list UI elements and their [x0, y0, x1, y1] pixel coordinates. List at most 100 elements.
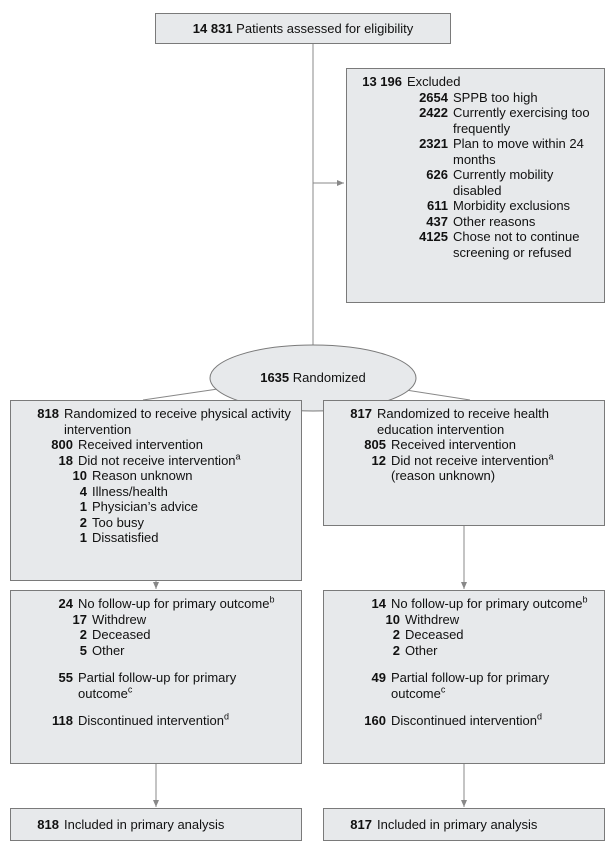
label: No follow-up for primary outcome	[391, 596, 583, 611]
label-wrap: Did not receive interventiona	[78, 451, 293, 469]
excluded-box: 13 196 Excluded 2654 SPPB too high 2422 Curre…	[346, 68, 605, 303]
entry: 2 Too busy	[19, 515, 293, 531]
label-wrap: Morbidity exclusions	[453, 198, 596, 214]
footnote: c	[440, 684, 446, 695]
entry: 55 Partial follow-up for primary outcomec	[19, 670, 293, 701]
label: Partial follow-up for primary outcome	[391, 670, 550, 701]
entry: 1 Dissatisfied	[19, 530, 293, 546]
count: 2321	[419, 136, 448, 151]
label-wrap: Withdrew	[92, 612, 293, 628]
entry: 160 Discontinued interventiond	[332, 712, 596, 729]
count: 2	[79, 627, 87, 642]
label-wrap: Randomized to receive health education i…	[377, 406, 596, 437]
count: 12	[371, 452, 386, 468]
label-wrap: Randomized to receive physical activity …	[64, 406, 293, 437]
label: Deceased	[92, 627, 151, 642]
analysis-box: 818 Included in primary analysis	[10, 808, 302, 841]
label-wrap: SPPB too high	[453, 90, 596, 106]
entry: 118 Discontinued interventiond	[19, 711, 293, 729]
followup-box: 24 No follow-up for primary outcomeb 17 Wit…	[10, 590, 302, 764]
entry: 2654 SPPB too high	[355, 90, 596, 106]
entry: 18 Did not receive interventiona	[19, 451, 293, 469]
label: Other reasons	[453, 213, 536, 229]
footnote: a	[235, 451, 241, 462]
label: Plan to move within 24 months	[453, 136, 584, 167]
label: Randomized	[292, 370, 366, 385]
count: 437	[426, 213, 448, 229]
label-wrap: Plan to move within 24 months	[453, 136, 596, 167]
footnote: d	[223, 711, 229, 722]
count: 2	[79, 514, 87, 530]
entry: 2422 Currently exercising too frequently	[355, 105, 596, 136]
label: Received intervention	[391, 437, 517, 452]
label: Chose not to continue screening or refus…	[453, 229, 580, 260]
label: Morbidity exclusions	[453, 198, 571, 213]
count: 2	[392, 627, 400, 642]
count: 1	[79, 530, 87, 545]
allocation-box: 817 Randomized to receive health educatio…	[323, 400, 605, 526]
count: 10	[385, 611, 400, 627]
label: Other	[405, 642, 438, 658]
randomized-label: 1635 Randomized	[210, 370, 416, 386]
count: 611	[427, 198, 448, 213]
label-wrap: Included in primary analysis	[377, 817, 596, 833]
entry: 2 Deceased	[19, 627, 293, 643]
entry: 817 Included in primary analysis	[332, 817, 596, 833]
label: Too busy	[92, 514, 145, 530]
label: Included in primary analysis	[377, 817, 538, 832]
label-wrap: Deceased	[405, 627, 596, 643]
entry: 12 Did not receive interventiona (reason u…	[332, 451, 596, 484]
entry: 800 Received intervention	[19, 437, 293, 453]
label-wrap: Chose not to continue screening or refus…	[453, 229, 596, 260]
label-wrap: No follow-up for primary outcomeb	[391, 594, 596, 612]
label: Withdrew	[405, 611, 460, 627]
count: 1635	[260, 370, 290, 385]
count: 626	[426, 167, 448, 182]
count: 24	[58, 596, 73, 611]
count: 4	[79, 483, 87, 499]
footnote: a	[548, 451, 554, 462]
label: Physician’s advice	[92, 499, 198, 514]
label-wrap: Other	[92, 643, 293, 659]
label-wrap: Partial follow-up for primary outcomec	[78, 670, 293, 701]
analysis-box: 817 Included in primary analysis	[323, 808, 605, 841]
label: Other	[92, 642, 125, 658]
label-wrap: Withdrew	[405, 612, 596, 628]
label-wrap: Received intervention	[391, 437, 596, 453]
label-wrap: Dissatisfied	[92, 530, 293, 546]
entry: 626 Currently mobility disabled	[355, 167, 596, 198]
label: No follow-up for primary outcome	[78, 596, 270, 611]
entry: 437 Other reasons	[355, 214, 596, 230]
count: 800	[51, 437, 73, 452]
followup-box: 14 No follow-up for primary outcomeb 10 Wit…	[323, 590, 605, 764]
enrollment-box: 14 831 Patients assessed for eligibility	[155, 13, 451, 44]
label-wrap: Discontinued interventiond	[391, 712, 596, 729]
footnote: b	[582, 594, 588, 605]
count: 13 196	[362, 74, 402, 89]
entry: 14 No follow-up for primary outcomeb	[332, 594, 596, 612]
label-wrap: Currently mobility disabled	[453, 167, 596, 198]
count: 2	[392, 642, 400, 658]
label-wrap: Included in primary analysis	[64, 817, 293, 833]
count: 14 831	[192, 21, 233, 36]
label-wrap: Illness/health	[92, 484, 293, 500]
count: 818	[37, 406, 59, 421]
note: (reason unknown)	[391, 468, 496, 483]
label-wrap: Reason unknown	[92, 468, 293, 484]
entry: 5 Other	[19, 643, 293, 659]
label-wrap: Discontinued interventiond	[78, 711, 293, 729]
count: 10	[72, 468, 87, 483]
allocation-box: 818 Randomized to receive physical activi…	[10, 400, 302, 581]
count: 2654	[419, 89, 448, 105]
label-wrap: Other reasons	[453, 214, 596, 230]
label: Dissatisfied	[92, 530, 159, 545]
footnote: c	[127, 684, 133, 695]
entry: 805 Received intervention	[332, 437, 596, 453]
entry: 2321 Plan to move within 24 months	[355, 136, 596, 167]
entry: 4 Illness/health	[19, 484, 293, 500]
label: Withdrew	[92, 611, 147, 627]
label-wrap: Other	[405, 643, 596, 659]
count: 55	[58, 670, 73, 685]
